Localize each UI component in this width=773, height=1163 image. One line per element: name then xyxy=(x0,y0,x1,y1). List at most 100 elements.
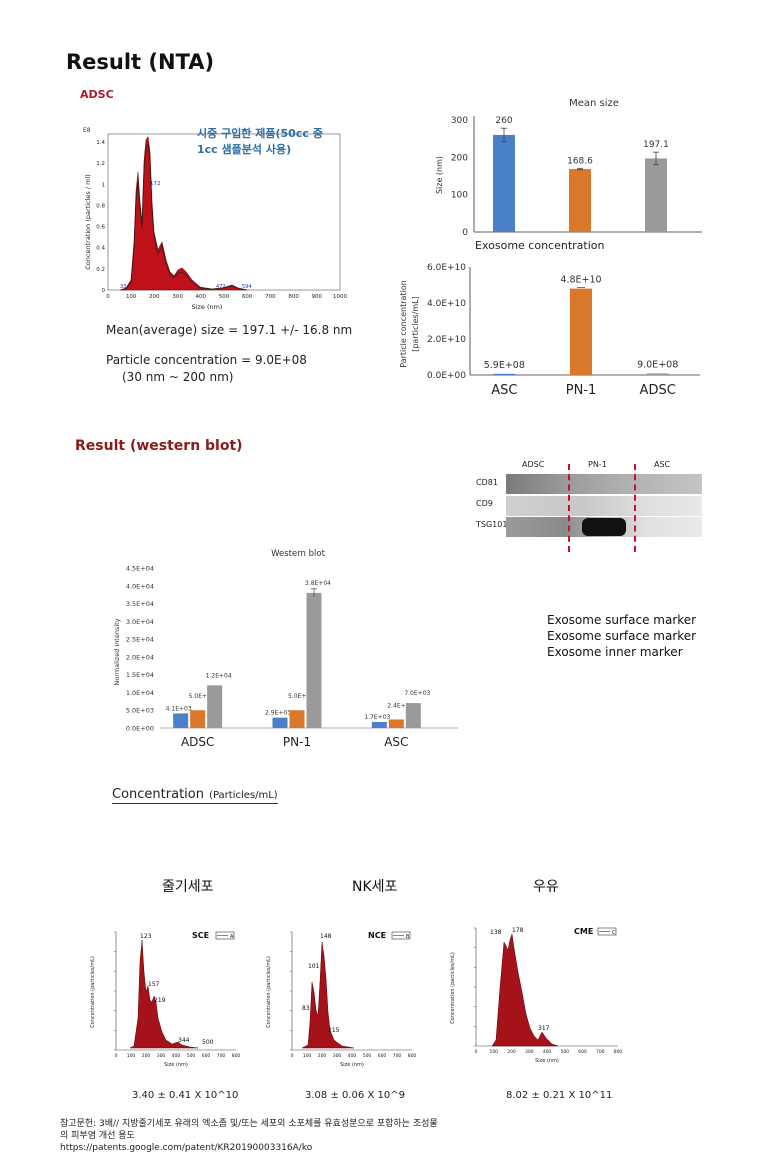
conc-bar xyxy=(493,373,516,375)
nta-xtick: 900 xyxy=(312,294,323,300)
mini-peak-label: 123 xyxy=(140,933,152,940)
mini-peak-label: 138 xyxy=(490,929,502,936)
wb-ytick: 1.0E+04 xyxy=(126,689,154,697)
conc-category-label: ADSC xyxy=(640,383,676,398)
conc-value-label: 5.9E+08 xyxy=(484,360,525,371)
mini-peak-label: 344 xyxy=(178,1037,190,1044)
blot-divider-2 xyxy=(634,464,636,552)
mini-xtick: 600 xyxy=(378,1053,387,1059)
mini-code: SCE xyxy=(192,931,209,940)
wb-ytick: 2.5E+04 xyxy=(126,636,154,644)
wb-category-label: PN-1 xyxy=(283,735,311,749)
wb-ytick: 3.0E+04 xyxy=(126,618,154,626)
marker-cd9: Exosome surface marker xyxy=(547,629,697,643)
exosome-conc-title: Exosome concentration xyxy=(475,239,605,252)
mini-peak-label: 317 xyxy=(538,1025,550,1032)
mean-ytick: 100 xyxy=(451,191,468,201)
western-blot-title: Result (western blot) xyxy=(75,438,243,454)
citation-line2: 의 피부염 개선 용도 xyxy=(60,1131,135,1141)
mini-peak-label: 83 xyxy=(302,1005,310,1012)
mini-peak-label: 500 xyxy=(202,1039,214,1046)
conc-bar xyxy=(570,288,592,375)
blot-row-cd81: CD81 xyxy=(476,478,498,487)
mini-xtick: 300 xyxy=(333,1053,342,1059)
mini-xtick: 0 xyxy=(291,1053,294,1059)
blot-col-adsc: ADSC xyxy=(522,460,545,469)
nta-ytick: 1.4 xyxy=(96,140,105,146)
wb-value-label: 5.0E+03 xyxy=(189,693,215,700)
ylabel-line2: [particles/mL] xyxy=(411,296,420,352)
blot-image: ADSC PN-1 ASC CD81 CD9 TSG101 xyxy=(476,460,704,552)
wb-bar xyxy=(405,703,421,728)
wb-ytick: 5.0E+03 xyxy=(126,707,154,715)
nta-distribution-chart: E8 0 0.2 0.4 0.6 0.8 1 1.2 1.4 0 100 200 300 400 500 6… xyxy=(83,127,347,311)
mini-xtick: 500 xyxy=(363,1053,372,1059)
marker-tsg101: Exosome inner marker xyxy=(547,645,683,659)
peak-label-33: 33 xyxy=(120,284,126,290)
mini-xtick: 800 xyxy=(232,1053,241,1059)
mini-xtick: 800 xyxy=(408,1053,417,1059)
conc-ytick: 0.0E+00 xyxy=(427,371,466,381)
nta-note-line2: 1cc 샘플분석 사용) xyxy=(197,143,292,156)
nce-distribution-chart: 0 100 200 300 400 500 600 700 800 Size (nm) Concen… xyxy=(266,931,417,1068)
concentration-unit: (Particles/mL) xyxy=(209,790,278,801)
nta-curve-band xyxy=(119,136,248,291)
mini-xtick: 600 xyxy=(578,1049,587,1055)
mini-peak-label: 215 xyxy=(328,1027,340,1034)
exosome-conc-ylabel: Particle concentration xyxy=(399,280,408,368)
mini-xtick: 200 xyxy=(142,1053,151,1059)
mini-legend-letter: A xyxy=(230,934,234,940)
nta-xtick: 500 xyxy=(219,294,230,300)
nta-note: 시중 구입한 제품(50cc 중 1cc 샘플분석 사용) xyxy=(197,126,323,158)
peak-label-472: 472 xyxy=(216,284,226,290)
mini-xlabel: Size (nm) xyxy=(164,1062,188,1068)
citation-link[interactable]: https://patents.google.com/patent/KR2019… xyxy=(60,1143,313,1153)
wb-value-label: 2.9E+03 xyxy=(265,710,291,717)
wb-value-label: 5.0E+03 xyxy=(288,693,314,700)
blot-col-pn1: PN-1 xyxy=(588,460,607,469)
mini-ylabel: Concentration (particles/mL) xyxy=(90,956,96,1028)
sce-value: 3.40 ± 0.41 X 10^10 xyxy=(132,1090,239,1101)
mini-xtick: 700 xyxy=(596,1049,605,1055)
mini-xtick: 200 xyxy=(507,1049,516,1055)
mean-value-label: 197.1 xyxy=(643,140,669,150)
wb-bar xyxy=(306,592,322,728)
blot-band-cd9 xyxy=(506,496,702,516)
conc-range-text: (30 nm ~ 200 nm) xyxy=(122,370,234,384)
western-chart-ylabel: Normalized intensity xyxy=(113,618,121,685)
concentration-title: Concentration xyxy=(112,787,204,802)
mini-xtick: 100 xyxy=(303,1053,312,1059)
mean-ytick: 300 xyxy=(451,116,468,126)
nta-xtick: 800 xyxy=(288,294,299,300)
mini-xlabel: Size (nm) xyxy=(535,1058,559,1064)
exosome-conc-chart: Exosome concentration Particle concentra… xyxy=(399,239,700,398)
mini-xtick: 800 xyxy=(614,1049,623,1055)
wb-category-label: ADSC xyxy=(181,735,214,749)
wb-value-label: 3.8E+04 xyxy=(305,580,331,587)
mini-peak-label: 219 xyxy=(154,997,166,1004)
mini-code: NCE xyxy=(368,931,386,940)
wb-bar xyxy=(173,713,189,728)
peak-label-172: 172 xyxy=(150,181,161,187)
mini-xtick: 300 xyxy=(157,1053,166,1059)
mini-legend-letter: C xyxy=(612,930,616,936)
nta-xtick: 200 xyxy=(149,294,160,300)
mini-curve xyxy=(301,941,355,1049)
mini-curve xyxy=(129,939,199,1049)
wb-value-label: 1.2E+04 xyxy=(206,672,232,679)
western-blot-chart: Western blot Normalized intensity 0.0E+0… xyxy=(113,549,458,749)
mini-peak-label: 101 xyxy=(308,963,320,970)
mean-bar xyxy=(569,169,591,232)
nta-ytick: 1.2 xyxy=(96,161,105,167)
mini-peak-label: 178 xyxy=(512,927,524,934)
sce-distribution-chart: 0 100 200 300 400 500 600 700 800 Size (nm) Concen… xyxy=(90,931,241,1068)
wb-ytick: 3.5E+04 xyxy=(126,600,154,608)
wb-category-label: ASC xyxy=(384,735,408,749)
peak-label-594: 594 xyxy=(242,284,252,290)
conc-category-label: PN-1 xyxy=(566,383,597,398)
mini-peak-label: 157 xyxy=(148,981,160,988)
mini-xtick: 100 xyxy=(127,1053,136,1059)
mini-legend-box xyxy=(215,931,235,940)
mini-xtick: 500 xyxy=(187,1053,196,1059)
marker-cd81: Exosome surface marker xyxy=(547,613,697,627)
